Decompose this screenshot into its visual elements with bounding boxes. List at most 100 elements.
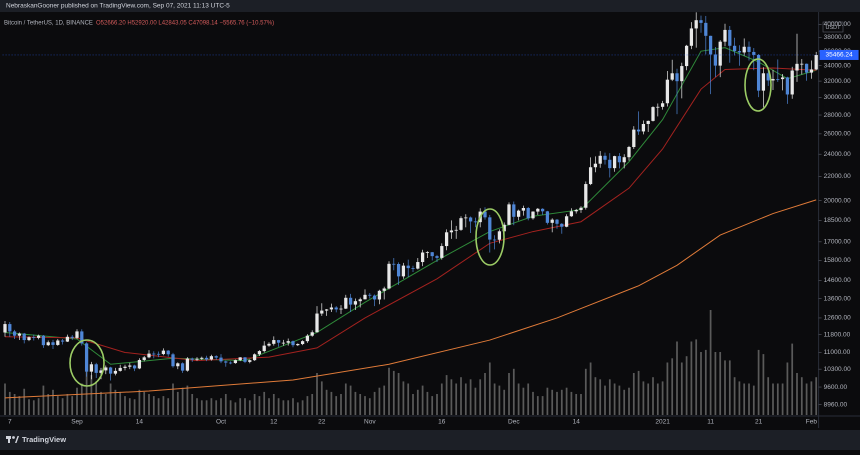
candle-body (473, 221, 478, 223)
candle-body (574, 209, 578, 212)
volume-bar (239, 398, 242, 415)
volume-bar (407, 383, 410, 415)
volume-bar (325, 389, 328, 415)
candle-body (680, 66, 684, 82)
volume-bar (776, 383, 779, 415)
candle-body (804, 63, 809, 73)
volume-bar (104, 394, 107, 415)
candle-body (137, 359, 142, 369)
candle-body (747, 46, 751, 52)
volume-bar (700, 352, 702, 415)
volume-bar (392, 370, 395, 415)
volume-bar (570, 391, 573, 415)
candle-body (531, 211, 535, 219)
candle-body (598, 155, 602, 164)
volume-bar (748, 383, 750, 415)
y-tick-label: 15800.00 (824, 257, 851, 264)
volume-bar (268, 398, 270, 415)
candle-body (636, 129, 641, 132)
logo-part (8, 436, 10, 443)
candle-body (588, 167, 593, 185)
volume-bar (575, 394, 578, 415)
candle-body (65, 336, 70, 342)
volume-bar (306, 396, 309, 415)
quote: O52666.20 H52920.00 L42843.05 C47098.14 … (96, 21, 274, 27)
candle-body (267, 343, 271, 346)
volume-bar (210, 398, 213, 415)
volume-bar (536, 396, 539, 415)
candle-body (118, 367, 122, 371)
volume-bar (426, 391, 429, 415)
candle-body (89, 364, 94, 372)
volume-bar (90, 375, 93, 415)
x-tick-label: Nov (364, 419, 376, 426)
candle-body (425, 252, 430, 254)
volume-bar (757, 349, 760, 415)
volume-bar (119, 391, 122, 415)
volume-bar (152, 396, 155, 415)
candle-body (521, 208, 526, 211)
candle-body (334, 307, 338, 310)
volume-bar (181, 387, 184, 415)
candle-body (358, 299, 362, 302)
candle-body (377, 290, 382, 300)
volume-bar (551, 389, 554, 415)
candle-body (516, 210, 521, 217)
volume-bar (402, 381, 405, 415)
volume-bar (584, 368, 587, 415)
candle-body (416, 262, 420, 269)
volume-bar (671, 358, 674, 415)
candle-body (46, 342, 50, 346)
volume-bar (52, 389, 54, 415)
volume-bar (157, 398, 160, 415)
volume-bar (133, 399, 136, 415)
x-tick-label: Dec (508, 419, 520, 426)
y-tick-label: 30000.00 (824, 94, 851, 101)
volume-bar (656, 383, 659, 415)
volume-bar (277, 398, 280, 415)
volume-bar (282, 400, 285, 415)
volume-bar (71, 396, 74, 415)
candle-body (684, 45, 689, 67)
candle-body (315, 313, 319, 333)
volume-bar (493, 383, 496, 415)
candle-body (800, 63, 804, 65)
volume-bar (594, 377, 597, 415)
candle-body (785, 77, 790, 95)
candle-body (713, 54, 718, 66)
volume-bar (311, 394, 314, 415)
candle-body (348, 297, 353, 305)
candle-body (243, 357, 247, 362)
candle-body (656, 106, 660, 108)
candle-body (17, 333, 22, 336)
candle-body (209, 356, 214, 360)
volume-bar (666, 362, 669, 415)
volume-bar (272, 394, 275, 415)
candle-body (406, 265, 410, 269)
y-tick-label: 17000.00 (824, 239, 851, 246)
candle-body (60, 340, 65, 342)
candle-body (200, 357, 204, 359)
candle-body (147, 353, 151, 358)
volume-bar (124, 396, 126, 415)
volume-bar (565, 387, 568, 415)
candle-body (99, 370, 103, 373)
candle-body (752, 51, 756, 55)
candle-body (276, 340, 281, 343)
candle-body (75, 331, 79, 338)
candle-body (809, 69, 814, 73)
candle-body (718, 41, 722, 66)
last-price-tag (819, 49, 859, 60)
candle-body (723, 29, 727, 42)
volume-bar (589, 362, 592, 415)
candle-body (156, 353, 161, 355)
candle-body (646, 120, 650, 124)
candle-body (80, 331, 84, 344)
volume-bar (162, 396, 165, 415)
volume-bar (335, 396, 338, 415)
y-tick-label: 32000.00 (824, 78, 851, 85)
candle-body (488, 217, 492, 240)
y-tick-label: 8960.00 (824, 401, 848, 408)
volume-bar (810, 381, 813, 415)
volume-bar (359, 394, 362, 415)
